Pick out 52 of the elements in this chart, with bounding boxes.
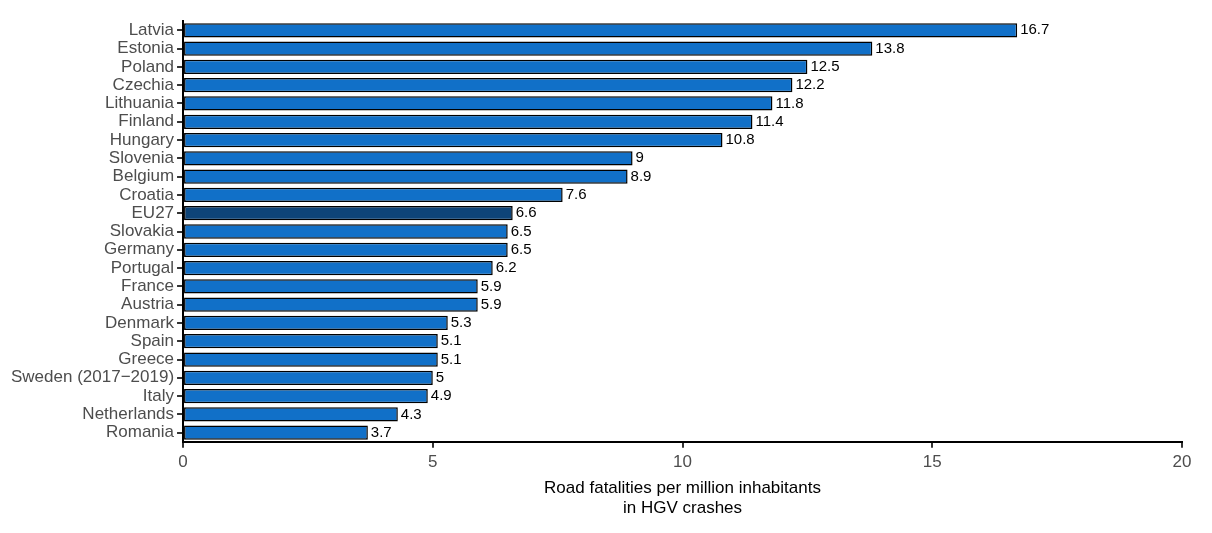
data-label: 6.6 [515,203,537,221]
data-label: 10.8 [725,130,755,148]
data-label: 5.1 [440,349,462,367]
y-tick-label: Latvia [128,20,175,40]
y-tick-label: Lithuania [105,93,175,113]
x-tick-label: 15 [922,451,942,471]
data-label: 16.7 [1020,20,1050,38]
data-label: 5.9 [480,294,502,312]
y-tick-label: Hungary [109,129,175,149]
data-label: 5.1 [440,331,462,349]
y-tick-label: Slovenia [108,148,175,168]
data-label: 5 [435,367,445,385]
x-axis-title: Road fatalities per million inhabitants in HGV crashes [544,478,821,518]
y-tick-label: Sweden (2017−2019) [11,367,175,387]
y-tick-label: Germany [104,239,175,259]
y-tick-label: Finland [118,111,175,131]
y-tick-label: Slovakia [109,221,175,241]
data-label: 11.4 [755,111,784,129]
data-label: 3.7 [370,422,392,440]
y-tick-label: Greece [118,349,175,369]
y-tick-label: Denmark [105,312,175,332]
y-tick-label: Spain [130,330,175,350]
data-label: 12.5 [810,57,840,75]
data-label: 6.5 [510,221,532,239]
data-label: 5.3 [450,313,472,331]
x-tick-label: 0 [178,451,188,471]
data-label: 4.9 [430,386,452,404]
y-tick-label: Portugal [110,257,175,277]
data-label: 6.5 [510,239,532,257]
data-label: 7.6 [565,185,587,203]
x-tick-label: 10 [673,451,692,471]
y-tick-label: France [121,276,175,296]
y-tick-label: Austria [121,294,175,314]
data-label: 4.3 [400,404,422,422]
data-label: 9 [635,148,644,166]
data-label: 11.8 [775,93,804,111]
y-tick-label: Czechia [112,74,175,94]
data-label: 12.2 [795,75,825,93]
y-tick-label: Netherlands [82,404,175,424]
y-tick-label: Croatia [119,184,175,204]
y-tick-label: Belgium [112,166,175,186]
y-tick-label: Estonia [117,38,175,58]
x-tick-label: 20 [1172,451,1192,471]
x-tick-label: 5 [428,451,438,471]
data-label: 6.2 [495,258,517,276]
data-label: 8.9 [630,166,652,184]
y-tick-label: Poland [121,56,175,76]
y-tick-label: Italy [142,385,175,405]
data-label: 13.8 [875,38,905,56]
y-tick-label: EU27 [131,202,175,222]
y-tick-label: Romania [106,422,175,442]
data-label: 5.9 [480,276,502,294]
